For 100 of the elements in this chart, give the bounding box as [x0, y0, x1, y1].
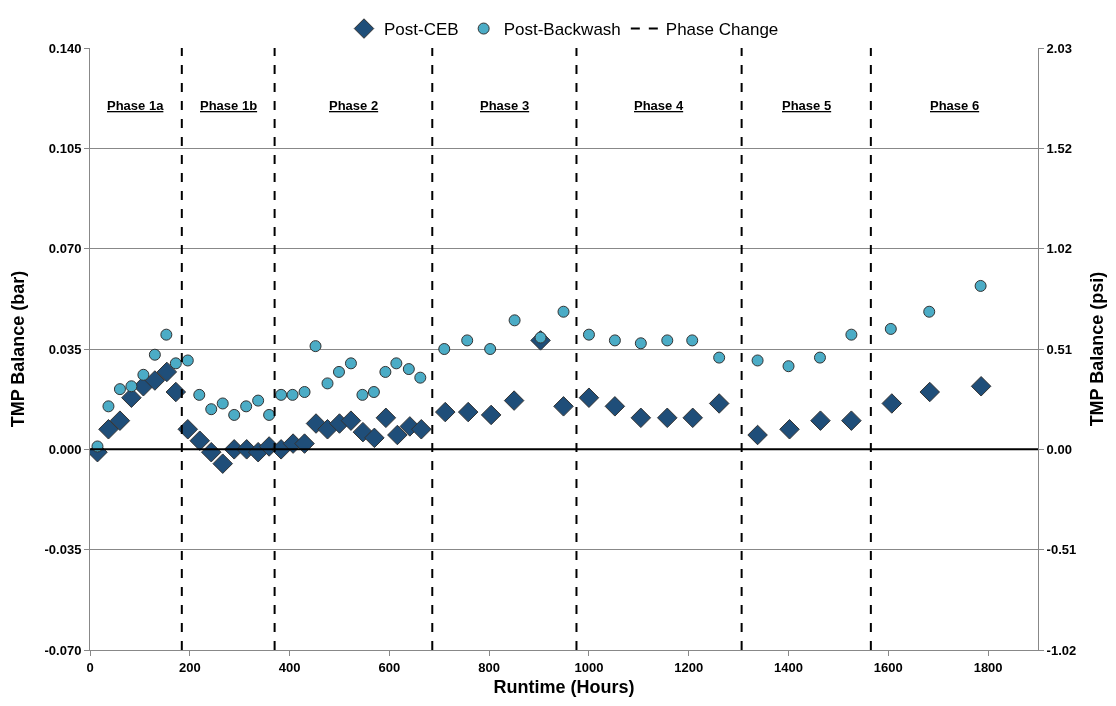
annotation: Phase 2 [329, 98, 379, 113]
y-tick-label: 0.000 [48, 441, 82, 457]
point [402, 363, 415, 376]
point [212, 453, 233, 474]
point [344, 357, 357, 370]
point [608, 334, 621, 347]
point [810, 410, 831, 431]
annotation: Phase 1a [107, 98, 165, 113]
point [682, 407, 703, 429]
legend-label: Post-Backwash [503, 20, 621, 40]
y2-tick-label: 1.02 [1046, 241, 1072, 257]
point [604, 396, 626, 417]
point [125, 380, 138, 393]
point [263, 408, 276, 421]
point [193, 388, 206, 401]
point [275, 388, 288, 401]
point [294, 433, 315, 454]
point [553, 396, 574, 417]
point [457, 401, 479, 423]
point [751, 354, 764, 367]
point [387, 424, 408, 446]
point [713, 351, 726, 364]
legend-label: Post-CEB [384, 20, 459, 40]
point [228, 408, 241, 421]
point [367, 386, 380, 398]
point [240, 400, 253, 413]
point [390, 357, 403, 370]
point [438, 343, 451, 355]
annotation: Phase 6 [930, 98, 980, 113]
point [205, 403, 218, 416]
annotation: Phase 4 [634, 98, 684, 113]
x-tick-label: 1400 [774, 659, 803, 675]
y-tick-label: 0.035 [48, 341, 82, 357]
x-tick-label: 1800 [973, 659, 1003, 675]
point [332, 365, 345, 378]
point [845, 328, 858, 341]
y2-tick-label: -1.02 [1046, 642, 1077, 658]
point [779, 419, 800, 440]
point [970, 376, 992, 397]
point [508, 314, 521, 327]
y2-axis-title: TMP Balance (psi) [1087, 271, 1108, 427]
point [321, 377, 334, 390]
point [379, 365, 392, 378]
point [137, 368, 150, 381]
legend-label: Phase Change [665, 20, 779, 40]
point [340, 410, 362, 431]
point [480, 404, 502, 426]
x-tick-label: 1600 [873, 659, 903, 675]
point [503, 390, 525, 411]
point [881, 393, 903, 414]
point [317, 419, 338, 440]
point [661, 334, 674, 347]
point [461, 334, 474, 347]
y2-tick-label: 0.00 [1046, 441, 1072, 457]
y-axis-title: TMP Balance (bar) [7, 270, 28, 428]
annotation: Phase 5 [782, 98, 832, 113]
point [411, 419, 432, 440]
point [747, 424, 768, 446]
point [177, 419, 199, 440]
point [708, 393, 730, 414]
y-tick-label: -0.070 [44, 642, 82, 658]
point [919, 381, 940, 403]
y2-tick-label: 2.03 [1046, 40, 1072, 56]
point [102, 400, 115, 413]
y2-tick-label: 1.52 [1046, 140, 1072, 156]
point [309, 340, 322, 353]
x-tick-label: 600 [378, 659, 401, 675]
point [484, 343, 497, 355]
point [884, 322, 897, 335]
point [113, 383, 126, 396]
point [657, 407, 678, 429]
point [414, 371, 427, 384]
x-tick-label: 200 [178, 659, 201, 675]
point [156, 361, 178, 383]
point [298, 386, 311, 398]
point [181, 354, 194, 367]
point [578, 387, 600, 408]
point [160, 328, 173, 341]
point [165, 381, 187, 403]
point [375, 407, 397, 429]
point [216, 397, 229, 410]
point [98, 419, 119, 440]
point [974, 279, 987, 292]
y-tick-label: -0.035 [44, 542, 82, 558]
y2-tick-label: 0.51 [1046, 341, 1072, 357]
point [286, 388, 299, 401]
x-tick-label: 1000 [574, 659, 604, 675]
annotation: Phase 1b [200, 98, 258, 113]
annotation: Phase 3 [480, 98, 530, 113]
point [582, 328, 595, 341]
x-tick-label: 800 [478, 659, 501, 675]
point [923, 305, 936, 318]
point [634, 337, 647, 350]
x-tick-label: 400 [278, 659, 301, 675]
y2-tick-label: -0.51 [1046, 542, 1077, 558]
point [356, 388, 369, 401]
point [169, 357, 182, 370]
point [435, 401, 456, 423]
point [148, 348, 161, 361]
point [841, 410, 862, 431]
